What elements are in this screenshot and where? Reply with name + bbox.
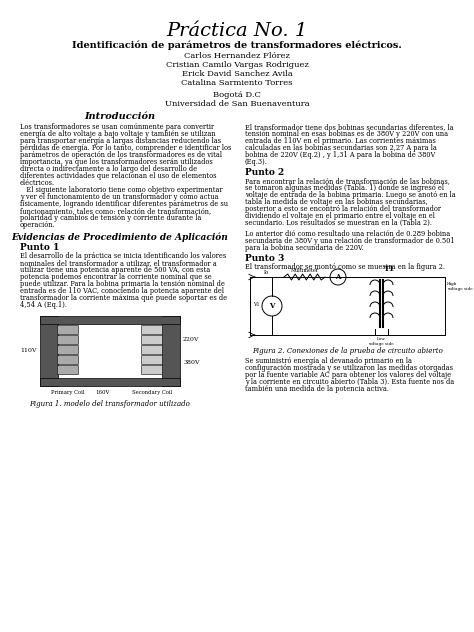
- Text: nominales del transformador a utilizar, el transformador a: nominales del transformador a utilizar, …: [20, 259, 217, 267]
- Text: utilizar tiene una potencia aparente de 500 VA, con esta: utilizar tiene una potencia aparente de …: [20, 266, 210, 274]
- Text: Low
voltage side: Low voltage side: [368, 337, 394, 346]
- Text: Lo anterior dió como resultado una relación de 0.289 bobina: Lo anterior dió como resultado una relac…: [245, 230, 450, 238]
- Text: secundario. Los resultados se muestran en la (Tabla 2).: secundario. Los resultados se muestran e…: [245, 219, 432, 227]
- Text: Los transformadores se usan comúnmente para convertir: Los transformadores se usan comúnmente p…: [20, 123, 214, 131]
- Text: para la bobina secundaria de 220V.: para la bobina secundaria de 220V.: [245, 244, 364, 252]
- Bar: [40, 378, 180, 386]
- Text: polaridad y cambios de tensión y corriente durante la: polaridad y cambios de tensión y corrien…: [20, 214, 201, 222]
- Text: Multimeter: Multimeter: [291, 268, 319, 273]
- Text: y la corriente en circuito abierto (Tabla 3). Esta fuente nos da: y la corriente en circuito abierto (Tabl…: [245, 378, 454, 386]
- Text: posterior a esto se encontró la relación del transformador: posterior a esto se encontró la relación…: [245, 205, 441, 213]
- Text: dividiendo el voltaje en el primario entre el voltaje en el: dividiendo el voltaje en el primario ent…: [245, 212, 435, 220]
- Text: puede utilizar. Para la bobina primaria la tensión nominal de: puede utilizar. Para la bobina primaria …: [20, 280, 225, 288]
- Text: tensión nominal en esas bobinas es de 380V y 220V con una: tensión nominal en esas bobinas es de 38…: [245, 130, 448, 138]
- Text: Punto 3: Punto 3: [245, 254, 284, 263]
- Text: Práctica No. 1: Práctica No. 1: [166, 22, 308, 40]
- Text: potencia podemos encontrar la corriente nominal que se: potencia podemos encontrar la corriente …: [20, 273, 212, 281]
- FancyBboxPatch shape: [57, 336, 79, 344]
- Text: Io: Io: [264, 270, 269, 275]
- Text: Introducción: Introducción: [84, 112, 155, 121]
- Text: transformador la corriente máxima que puede soportar es de: transformador la corriente máxima que pu…: [20, 294, 227, 302]
- Text: operación.: operación.: [20, 221, 55, 229]
- Bar: [40, 316, 58, 386]
- Text: Figura 1. modelo del transformador utilizado: Figura 1. modelo del transformador utili…: [29, 400, 191, 408]
- Text: pérdidas de energía. Por lo tanto, comprender e identificar los: pérdidas de energía. Por lo tanto, compr…: [20, 144, 231, 152]
- Text: físicamente, logrando identificar diferentes parámetros de su: físicamente, logrando identificar difere…: [20, 200, 228, 208]
- Text: 4,54 A (Eq.1).: 4,54 A (Eq.1).: [20, 301, 67, 309]
- FancyBboxPatch shape: [142, 355, 163, 365]
- Text: El transformador se montó como se muestra en la figura 2.: El transformador se montó como se muestr…: [245, 263, 445, 271]
- Text: 380V: 380V: [183, 360, 200, 365]
- Text: El desarrollo de la práctica se inicia identificando los valores: El desarrollo de la práctica se inicia i…: [20, 252, 226, 260]
- Text: tabla la medida de voltaje en las bobinas secundarias,: tabla la medida de voltaje en las bobina…: [245, 198, 428, 206]
- FancyBboxPatch shape: [57, 325, 79, 334]
- Text: parámetros de operación de los transformadores es de vital: parámetros de operación de los transform…: [20, 151, 222, 159]
- FancyBboxPatch shape: [57, 355, 79, 365]
- Text: eléctricos.: eléctricos.: [20, 179, 55, 187]
- Text: Bogotá D.C: Bogotá D.C: [213, 91, 261, 99]
- FancyBboxPatch shape: [142, 346, 163, 355]
- Text: voltaje de entrada de la bobina primaria. Luego se anotó en la: voltaje de entrada de la bobina primaria…: [245, 191, 456, 199]
- FancyBboxPatch shape: [142, 336, 163, 344]
- Text: Para encontrar la relación de transformación de las bobinas,: Para encontrar la relación de transforma…: [245, 177, 450, 185]
- FancyBboxPatch shape: [142, 365, 163, 375]
- Text: (Eq.3).: (Eq.3).: [245, 158, 268, 166]
- Text: Se suministró energía al devanado primario en la: Se suministró energía al devanado primar…: [245, 357, 412, 365]
- Text: directa o indirectamente a lo largo del desarrollo de: directa o indirectamente a lo largo del …: [20, 165, 197, 173]
- Text: Erick David Sanchez Avila: Erick David Sanchez Avila: [182, 70, 292, 78]
- Text: Catalina Sarmiento Torres: Catalina Sarmiento Torres: [182, 79, 292, 87]
- FancyBboxPatch shape: [57, 365, 79, 375]
- Text: Cristian Camilo Vargas Rodriguez: Cristian Camilo Vargas Rodriguez: [165, 61, 309, 69]
- Text: se tomaron algunas medidas (Tabla. 1) donde se ingresó el: se tomaron algunas medidas (Tabla. 1) do…: [245, 184, 444, 192]
- Text: Carlos Hernandez Flórez: Carlos Hernandez Flórez: [184, 52, 290, 60]
- Text: El transformador tiene dos bobinas secundarias diferentes, la: El transformador tiene dos bobinas secun…: [245, 123, 454, 131]
- Text: Punto 2: Punto 2: [245, 168, 284, 177]
- Text: Secondary Coil: Secondary Coil: [132, 390, 172, 395]
- Text: Universidad de San Buenaventura: Universidad de San Buenaventura: [164, 100, 310, 108]
- Text: para transportar energía a largas distancias reduciendo las: para transportar energía a largas distan…: [20, 137, 221, 145]
- Text: funcionamiento, tales como: relación de transformación,: funcionamiento, tales como: relación de …: [20, 207, 211, 215]
- Text: diferentes actividades que relacionan el uso de elementos: diferentes actividades que relacionan el…: [20, 172, 217, 180]
- Text: por la fuente variable AC para obtener los valores del voltaje: por la fuente variable AC para obtener l…: [245, 371, 451, 379]
- Text: secundaria de 380V y una relación de transformador de 0.501: secundaria de 380V y una relación de tra…: [245, 237, 455, 245]
- Text: y ver el funcionamiento de un transformador y como actua: y ver el funcionamiento de un transforma…: [20, 193, 219, 201]
- Text: Identificación de parámetros de transformadores eléctricos.: Identificación de parámetros de transfor…: [72, 40, 402, 49]
- Text: configuración mostrada y se utilizaron las medidas otorgadas: configuración mostrada y se utilizaron l…: [245, 364, 453, 372]
- Text: V: V: [269, 302, 275, 310]
- Text: importancia, ya que los transformadores serán utilizados: importancia, ya que los transformadores …: [20, 158, 213, 166]
- Text: bobina de 220V (Eq.2) , y 1,31 A para la bobina de 380V: bobina de 220V (Eq.2) , y 1,31 A para la…: [245, 151, 435, 159]
- Text: también una medida de la potencia activa.: también una medida de la potencia activa…: [245, 385, 389, 393]
- Text: entrada de 110V en el primario. Las corrientes máximas: entrada de 110V en el primario. Las corr…: [245, 137, 436, 145]
- Text: calculadas en las bobinas secundarias son 2,27 A para la: calculadas en las bobinas secundarias so…: [245, 144, 437, 152]
- Text: 110V: 110V: [20, 348, 37, 353]
- Text: El siguiente laboratorio tiene como objetivo experimentar: El siguiente laboratorio tiene como obje…: [20, 186, 223, 194]
- FancyBboxPatch shape: [57, 346, 79, 355]
- Text: Primary Coil: Primary Coil: [51, 390, 85, 395]
- Text: Figura 2. Conexiones de la prueba de circuito abierto: Figura 2. Conexiones de la prueba de cir…: [252, 347, 443, 355]
- Text: 160V: 160V: [95, 390, 110, 395]
- Text: High
voltage side: High voltage side: [447, 282, 473, 291]
- Text: 220V: 220V: [183, 337, 200, 342]
- Text: Evidencias de Procedimiento de Aplicación: Evidencias de Procedimiento de Aplicació…: [12, 233, 228, 243]
- Text: Punto 1: Punto 1: [20, 243, 59, 252]
- FancyBboxPatch shape: [142, 325, 163, 334]
- Text: V1: V1: [254, 301, 260, 307]
- Text: A: A: [335, 273, 341, 281]
- Bar: [162, 316, 180, 386]
- Bar: [40, 316, 180, 324]
- Text: energía de alto voltaje a bajo voltaje y también se utilizan: energía de alto voltaje a bajo voltaje y…: [20, 130, 216, 138]
- Text: entrada es de 110 VAC, conociendo la potencia aparente del: entrada es de 110 VAC, conociendo la pot…: [20, 287, 224, 295]
- Text: T1: T1: [384, 265, 396, 273]
